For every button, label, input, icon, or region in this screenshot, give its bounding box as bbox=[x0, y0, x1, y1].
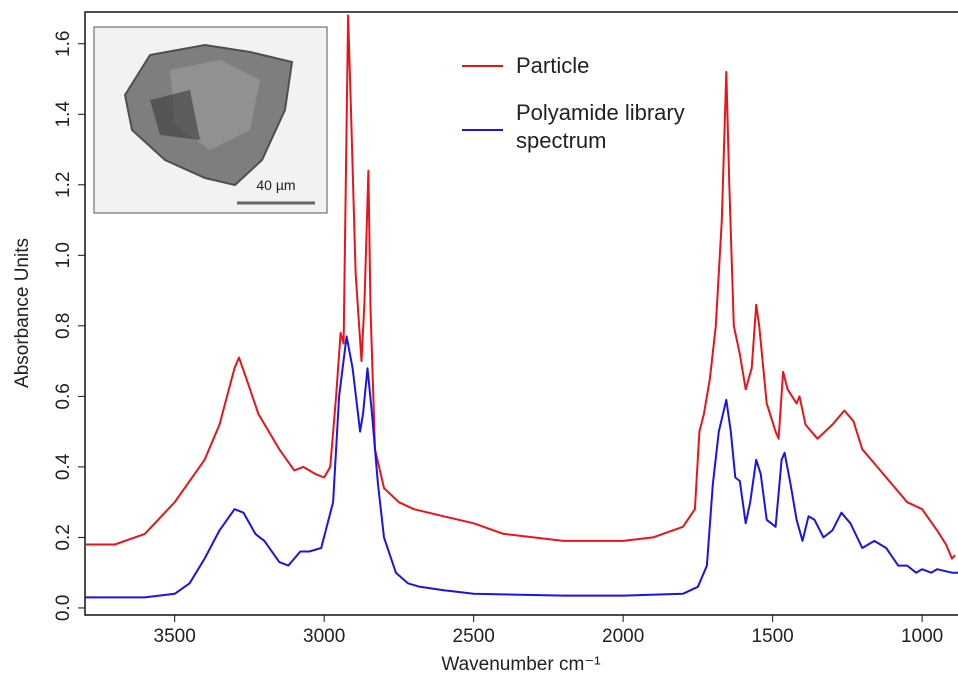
x-axis-label: Wavenumber cm⁻¹ bbox=[441, 654, 600, 675]
inset-image: 40 µm bbox=[93, 26, 328, 214]
scale-label: 40 µm bbox=[256, 177, 295, 193]
legend-label: Particle bbox=[516, 53, 590, 78]
x-tick-label: 1500 bbox=[751, 626, 793, 647]
x-tick-label: 2000 bbox=[602, 626, 644, 647]
legend-label: Polyamide library spectrum bbox=[516, 100, 685, 153]
y-tick-label: 0.8 bbox=[53, 313, 74, 339]
plot-frame bbox=[84, 11, 958, 616]
y-tick-label: 0.4 bbox=[53, 453, 74, 480]
legend-label-box: Particle bbox=[516, 53, 590, 78]
x-tick-label: 3000 bbox=[303, 626, 345, 647]
series-line bbox=[85, 335, 958, 599]
y-tick-label: 1.2 bbox=[53, 172, 74, 198]
plot-lines bbox=[85, 14, 958, 599]
x-tick-label: 1000 bbox=[901, 626, 943, 647]
y-tick-label: 1.4 bbox=[53, 101, 74, 128]
y-tick-label: 0.2 bbox=[53, 524, 74, 550]
y-tick-label: 0.0 bbox=[53, 595, 74, 621]
y-tick-label: 1.6 bbox=[53, 31, 74, 57]
x-tick-label: 2500 bbox=[453, 626, 495, 647]
y-tick-label: 1.0 bbox=[53, 242, 74, 268]
legend-label-box: Polyamide library spectrum bbox=[516, 100, 685, 153]
y-axis-label: Absorbance Units bbox=[12, 238, 33, 388]
x-tick-label: 3500 bbox=[154, 626, 196, 647]
y-tick-label: 0.6 bbox=[53, 383, 74, 409]
series-line bbox=[85, 14, 956, 560]
